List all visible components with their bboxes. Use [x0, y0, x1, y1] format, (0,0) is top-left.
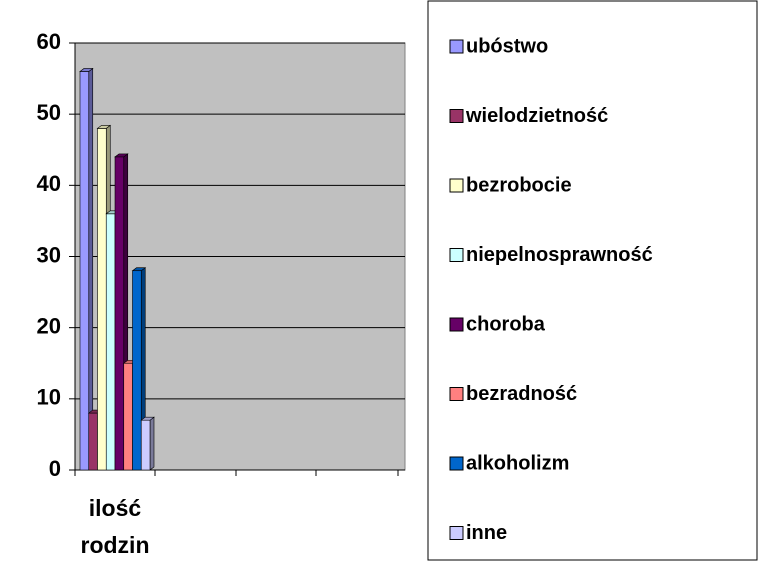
bar-front: [132, 270, 142, 471]
bar-top: [131, 267, 147, 272]
bar: [79, 67, 94, 471]
bar-top: [79, 68, 94, 72]
legend-label: ubóstwo: [466, 35, 548, 57]
y-tick-label: 10: [37, 385, 61, 410]
x-tick-label: ilość rodzin: [80, 495, 150, 558]
bar-front: [123, 362, 133, 471]
bar-top: [96, 125, 112, 129]
y-tick-label: 0: [49, 456, 61, 481]
y-tick-label: 40: [37, 171, 61, 196]
bar-top: [114, 153, 129, 158]
bar-front: [88, 412, 98, 471]
bar-side: [88, 67, 94, 471]
legend-label: bezradność: [466, 383, 577, 405]
legend-swatch: [449, 526, 464, 540]
legend-swatch: [449, 109, 464, 123]
y-tick-label: 50: [37, 100, 61, 125]
legend-label: inne: [466, 522, 507, 544]
y-tick-label: 60: [37, 29, 61, 54]
y-tick-label: 30: [37, 242, 61, 267]
legend-label: wielodzietność: [465, 105, 608, 127]
legend-swatch: [449, 39, 464, 54]
legend-swatch: [449, 456, 464, 471]
bar-front: [140, 419, 151, 471]
legend-swatch: [449, 248, 464, 262]
legend-label: bezrobocie: [466, 174, 572, 196]
bar-side: [149, 416, 155, 471]
legend-label: alkoholizm: [466, 452, 569, 474]
legend-label: choroba: [466, 313, 546, 335]
legend-swatch: [449, 387, 464, 401]
bar-top: [140, 416, 155, 421]
bar: [140, 416, 155, 471]
legend-swatch: [449, 317, 464, 332]
bar-front: [97, 128, 107, 471]
y-tick-label: 20: [37, 313, 61, 338]
legend-label: niepelnosprawność: [466, 244, 653, 266]
legend-swatch: [449, 178, 464, 193]
bar-front: [105, 213, 116, 471]
bar-front: [114, 156, 125, 471]
bar-front: [79, 71, 90, 471]
legend-box: [427, 0, 758, 561]
